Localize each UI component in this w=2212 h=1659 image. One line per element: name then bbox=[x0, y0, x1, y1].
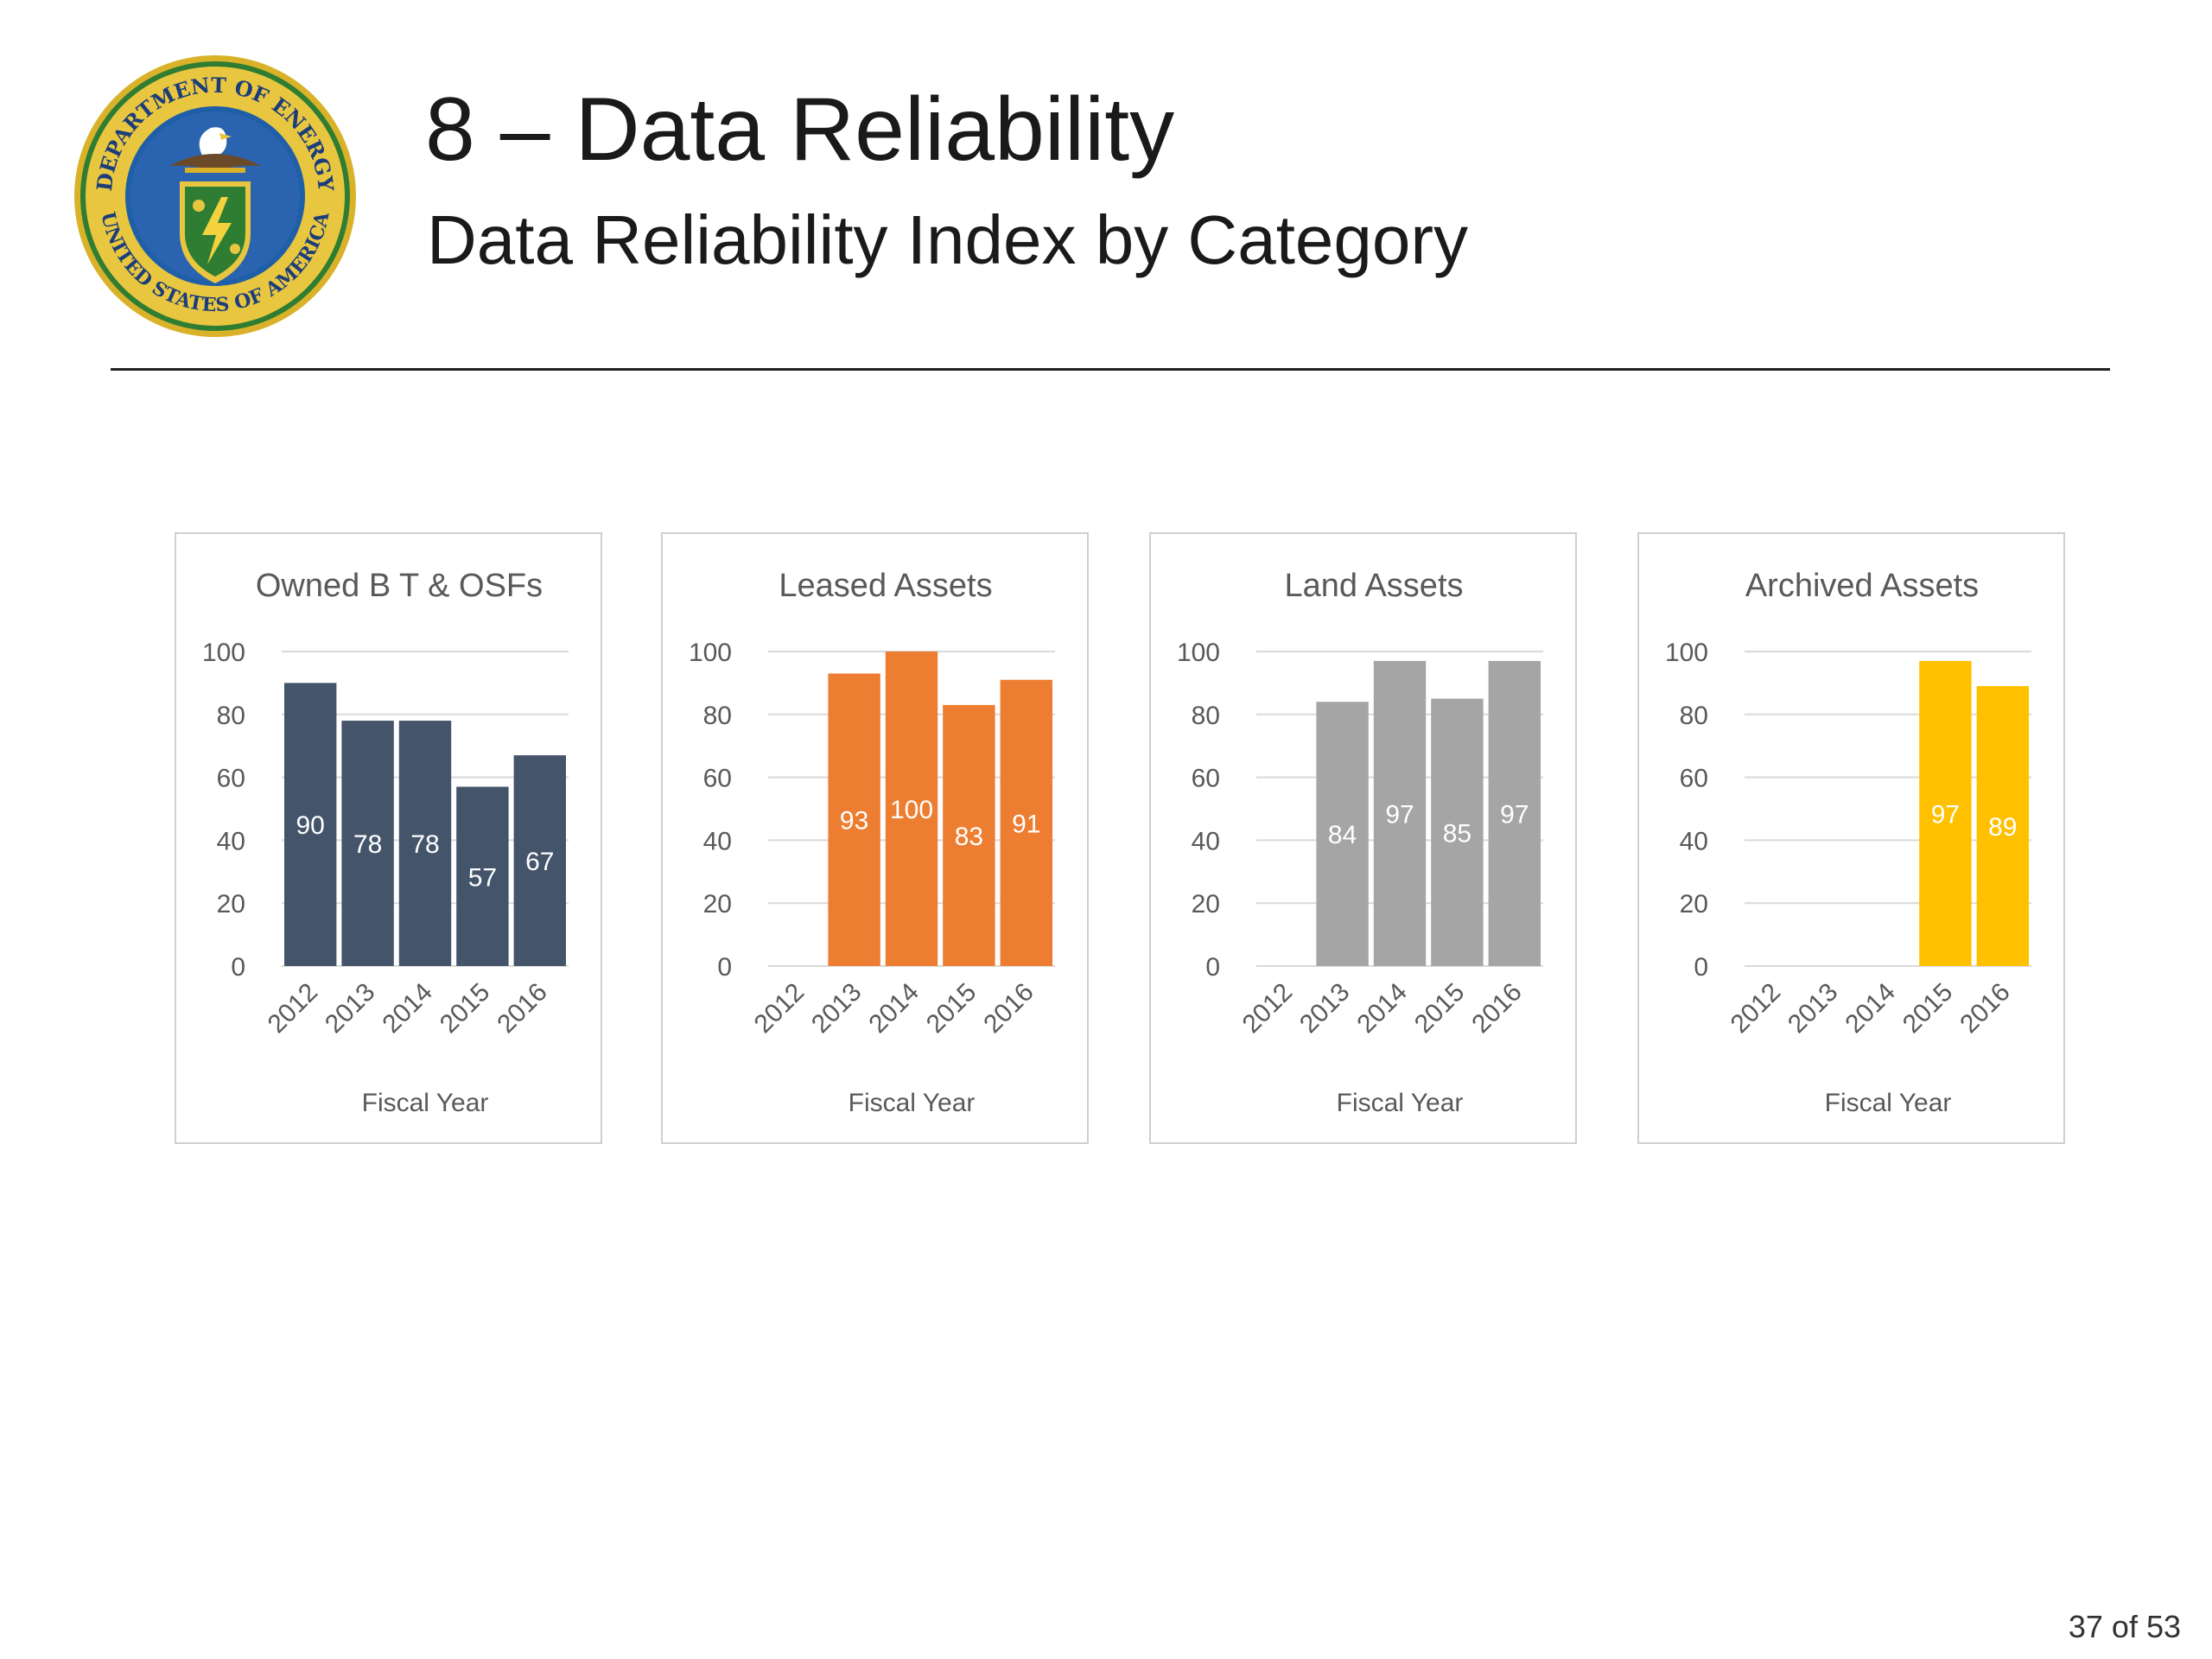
y-tick-label: 100 bbox=[202, 639, 245, 667]
bar bbox=[1976, 686, 2029, 966]
data-label: 97 bbox=[1931, 800, 1960, 829]
y-tick-label: 0 bbox=[1205, 953, 1220, 982]
x-tick-label: 2013 bbox=[320, 978, 381, 1039]
y-tick-label: 20 bbox=[1192, 890, 1220, 918]
chart-panel-land: Land Assets 0 20 40 60 80 100 2012 84 2013 97 2014 8… bbox=[1149, 532, 1577, 1144]
data-label: 78 bbox=[353, 830, 382, 859]
y-tick-label: 40 bbox=[1680, 827, 1708, 855]
x-tick-label: 2014 bbox=[1351, 978, 1413, 1039]
data-label: 67 bbox=[525, 848, 554, 876]
shield-icon bbox=[180, 181, 251, 283]
page-number: 37 of 53 bbox=[2068, 1609, 2181, 1644]
bar bbox=[1431, 698, 1484, 966]
bar bbox=[885, 652, 938, 966]
data-label: 78 bbox=[410, 830, 439, 859]
y-tick-label: 100 bbox=[1177, 639, 1220, 667]
y-tick-label: 20 bbox=[1680, 890, 1708, 918]
data-label: 91 bbox=[1012, 810, 1040, 838]
x-tick-label: 2014 bbox=[377, 978, 438, 1039]
data-label: 90 bbox=[296, 811, 325, 840]
doe-seal-logo: DEPARTMENT OF ENERGY UNITED STATES OF AM… bbox=[74, 55, 356, 337]
y-tick-label: 0 bbox=[231, 953, 245, 982]
data-label: 84 bbox=[1328, 821, 1357, 849]
x-tick-label: 2015 bbox=[921, 978, 982, 1039]
bar bbox=[513, 755, 566, 966]
x-tick-label: 2014 bbox=[1840, 978, 1901, 1039]
x-tick-label: 2013 bbox=[1783, 978, 1844, 1039]
eagle-icon bbox=[169, 127, 261, 173]
y-tick-label: 60 bbox=[1192, 765, 1220, 793]
bar bbox=[1488, 660, 1541, 966]
x-tick-label: 2016 bbox=[1466, 978, 1528, 1039]
y-tick-label: 100 bbox=[689, 639, 732, 667]
chart-leased: Leased Assets 0 20 40 60 80 100 2012 93 2013 100 20… bbox=[689, 568, 1055, 1117]
x-axis-label: Fiscal Year bbox=[1825, 1089, 1952, 1117]
x-tick-label: 2016 bbox=[1955, 978, 2016, 1039]
y-tick-label: 20 bbox=[703, 890, 732, 918]
title-divider bbox=[111, 368, 2110, 371]
slide-title: 8 – Data Reliability bbox=[425, 79, 1175, 180]
data-label: 83 bbox=[955, 823, 983, 851]
bar bbox=[341, 721, 394, 966]
data-label: 97 bbox=[1500, 800, 1529, 829]
data-label: 57 bbox=[468, 863, 497, 892]
chart-panel-archived: Archived Assets 0 20 40 60 80 100 2012 2013 2014 9… bbox=[1637, 532, 2065, 1144]
x-tick-label: 2015 bbox=[1897, 978, 1959, 1039]
y-tick-label: 0 bbox=[1694, 953, 1708, 982]
x-tick-label: 2013 bbox=[806, 978, 868, 1039]
y-tick-label: 40 bbox=[703, 827, 732, 855]
x-tick-label: 2012 bbox=[1726, 978, 1787, 1039]
x-tick-label: 2016 bbox=[978, 978, 1039, 1039]
bar bbox=[1373, 660, 1427, 966]
y-tick-label: 60 bbox=[217, 765, 245, 793]
x-tick-label: 2016 bbox=[492, 978, 553, 1039]
y-tick-label: 20 bbox=[217, 890, 245, 918]
chart-panel-leased: Leased Assets 0 20 40 60 80 100 2012 93 2013 100 20… bbox=[661, 532, 1089, 1144]
y-tick-label: 60 bbox=[703, 765, 732, 793]
y-tick-label: 40 bbox=[1192, 827, 1220, 855]
x-tick-label: 2014 bbox=[863, 978, 925, 1039]
y-tick-label: 60 bbox=[1680, 765, 1708, 793]
slide-subtitle: Data Reliability Index by Category bbox=[427, 201, 1469, 278]
chart-panel-owned: Owned B T & OSFs 0 20 40 60 80 100 90 2012 78 2013… bbox=[175, 532, 602, 1144]
x-axis-label: Fiscal Year bbox=[1337, 1089, 1464, 1117]
y-tick-label: 0 bbox=[717, 953, 732, 982]
bar bbox=[284, 683, 337, 966]
chart-title: Land Assets bbox=[1284, 568, 1463, 604]
y-tick-label: 80 bbox=[1680, 702, 1708, 730]
x-tick-label: 2012 bbox=[1237, 978, 1299, 1039]
x-axis-label: Fiscal Year bbox=[849, 1089, 976, 1117]
chart-title: Owned B T & OSFs bbox=[256, 568, 543, 604]
data-label: 93 bbox=[840, 807, 868, 836]
x-axis-label: Fiscal Year bbox=[362, 1089, 489, 1117]
x-tick-label: 2012 bbox=[263, 978, 324, 1039]
chart-owned: Owned B T & OSFs 0 20 40 60 80 100 90 2012 78 2013… bbox=[202, 568, 569, 1117]
bar bbox=[1919, 660, 1972, 966]
bar bbox=[398, 721, 452, 966]
y-tick-label: 100 bbox=[1665, 639, 1708, 667]
chart-title: Leased Assets bbox=[779, 568, 992, 604]
y-tick-label: 80 bbox=[1192, 702, 1220, 730]
bar bbox=[1316, 702, 1369, 966]
bar bbox=[1000, 679, 1052, 966]
bar bbox=[828, 673, 880, 966]
x-tick-label: 2015 bbox=[1409, 978, 1471, 1039]
x-tick-label: 2013 bbox=[1294, 978, 1356, 1039]
data-label: 89 bbox=[1988, 813, 2017, 842]
y-tick-label: 80 bbox=[703, 702, 732, 730]
x-tick-label: 2012 bbox=[749, 978, 810, 1039]
chart-title: Archived Assets bbox=[1745, 568, 1979, 604]
chart-land: Land Assets 0 20 40 60 80 100 2012 84 2013 97 2014 8… bbox=[1177, 568, 1543, 1117]
y-tick-label: 40 bbox=[217, 827, 245, 855]
data-label: 100 bbox=[890, 796, 933, 824]
data-label: 85 bbox=[1443, 819, 1471, 848]
x-tick-label: 2015 bbox=[435, 978, 496, 1039]
data-label: 97 bbox=[1385, 800, 1414, 829]
y-tick-label: 80 bbox=[217, 702, 245, 730]
bar bbox=[943, 704, 995, 966]
bar bbox=[456, 786, 509, 966]
